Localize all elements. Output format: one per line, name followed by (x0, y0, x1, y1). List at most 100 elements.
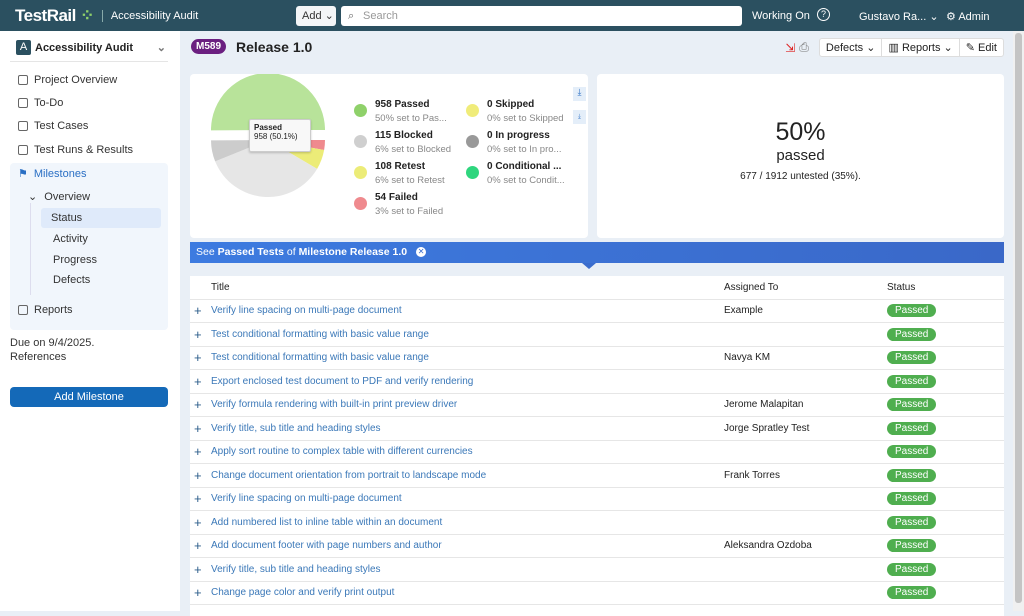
gear-icon: ⚙ (946, 11, 956, 23)
test-title-link[interactable]: Verify title, sub title and heading styl… (211, 563, 381, 575)
project-name[interactable]: Accessibility Audit (101, 9, 198, 22)
sidebar-item-project-overview[interactable]: Project Overview (18, 74, 117, 86)
expand-icon[interactable]: + (194, 303, 202, 319)
table-row[interactable]: + Verify title, sub title and heading sty… (190, 417, 1004, 441)
legend-item[interactable]: 0 Skipped 0% set to Skipped (466, 99, 564, 124)
table-row[interactable]: + Verify formula rendering with built-in … (190, 394, 1004, 417)
milestones-section (10, 163, 168, 330)
test-title-link[interactable]: Verify line spacing on multi-page docume… (211, 493, 402, 505)
expand-icon[interactable]: + (194, 561, 202, 577)
pie-slice-untested[interactable] (215, 140, 318, 197)
add-button[interactable]: Add ⌄ (296, 6, 336, 26)
legend-item[interactable]: 958 Passed 50% set to Pas... (354, 99, 447, 124)
assigned-to: Jorge Spratley Test (724, 422, 810, 434)
search-input[interactable]: ⌕ Search (341, 6, 742, 26)
expand-icon[interactable]: + (194, 373, 202, 389)
header-assigned[interactable]: Assigned To (724, 281, 779, 293)
testrail-logo[interactable]: TestRail ⁘ (15, 5, 94, 25)
sidebar-item-todo[interactable]: To-Do (18, 97, 63, 109)
legend-swatch (466, 104, 479, 117)
test-title-link[interactable]: Add document footer with page numbers an… (211, 540, 442, 552)
scrollbar[interactable] (1013, 31, 1024, 611)
table-row[interactable]: + Verify line spacing on multi-page docum… (190, 300, 1004, 323)
table-row[interactable]: + Apply sort routine to complex table wit… (190, 441, 1004, 464)
add-milestone-button[interactable]: Add Milestone (10, 387, 168, 407)
admin-link[interactable]: ⚙ Admin (946, 11, 990, 23)
test-title-link[interactable]: Add numbered list to inline table within… (211, 516, 443, 528)
legend-item[interactable]: 54 Failed 3% set to Failed (354, 192, 443, 217)
legend-sub: 0% set to Condit... (487, 175, 565, 186)
help-icon[interactable]: ? (817, 8, 830, 21)
list-icon (18, 121, 28, 131)
test-title-link[interactable]: Apply sort routine to complex table with… (211, 446, 473, 458)
top-bar: TestRail ⁘ Accessibility Audit Add ⌄ ⌕ Se… (0, 0, 1024, 31)
legend-item[interactable]: 0 In progress 0% set to In pro... (466, 130, 561, 155)
expand-icon[interactable]: + (194, 514, 202, 530)
table-row[interactable]: + Add numbered list to inline table withi… (190, 511, 1004, 535)
pie-slice-passed[interactable] (211, 74, 325, 131)
sidebar-item-defects[interactable]: Defects (53, 274, 91, 286)
status-badge: Passed (887, 374, 937, 388)
expand-icon[interactable]: + (194, 397, 202, 413)
legend-item[interactable]: 115 Blocked 6% set to Blocked (354, 130, 451, 155)
sidebar-item-activity[interactable]: Activity (53, 233, 88, 245)
close-filter-icon[interactable]: ✕ (416, 247, 427, 258)
expand-icon[interactable]: + (194, 326, 202, 342)
test-title-link[interactable]: Change page color and verify print outpu… (211, 587, 395, 599)
sidebar-item-test-runs[interactable]: Test Runs & Results (18, 144, 133, 156)
print-icon[interactable]: ⎙ (799, 40, 809, 54)
expand-icon[interactable]: + (194, 350, 202, 366)
expand-icon[interactable]: + (194, 420, 202, 436)
legend-item[interactable]: 0 Conditional ... 0% set to Condit... (466, 161, 565, 186)
legend-title: 0 Conditional ... (487, 161, 562, 172)
table-row[interactable]: + Verify title, sub title and heading sty… (190, 558, 1004, 582)
chevron-down-icon: ⌄ (324, 10, 334, 22)
defects-button[interactable]: Defects ⌄ (820, 39, 883, 56)
header-status[interactable]: Status (887, 281, 916, 293)
table-row[interactable]: + Change page color and verify print outp… (190, 582, 1004, 605)
table-row[interactable]: + Test conditional formatting with basic … (190, 347, 1004, 370)
edit-button[interactable]: ✎ Edit (965, 42, 997, 54)
test-title-link[interactable]: Verify title, sub title and heading styl… (211, 422, 381, 434)
sidebar-item-status[interactable]: Status (41, 208, 161, 228)
header-title[interactable]: Title (211, 281, 230, 293)
expand-icon[interactable]: + (194, 444, 202, 460)
export-icon[interactable]: ⇲ (785, 40, 796, 55)
table-row[interactable]: + Add document footer with page numbers a… (190, 535, 1004, 558)
legend-item[interactable]: 108 Retest 6% set to Retest (354, 161, 445, 186)
test-title-link[interactable]: Change document orientation from portrai… (211, 469, 487, 481)
references-label: References (10, 351, 67, 363)
test-title-link[interactable]: Verify line spacing on multi-page docume… (211, 305, 402, 317)
user-menu[interactable]: Gustavo Ra... ⌄ (859, 11, 939, 23)
test-title-link[interactable]: Export enclosed test document to PDF and… (211, 375, 474, 387)
pencil-icon: ✎ (965, 42, 975, 54)
test-title-link[interactable]: Verify formula rendering with built-in p… (211, 399, 458, 411)
project-selector[interactable]: A Accessibility Audit ⌄ (16, 40, 166, 55)
test-title-link[interactable]: Test conditional formatting with basic v… (211, 352, 429, 364)
sidebar-item-reports[interactable]: Reports (18, 304, 73, 316)
sidebar-item-milestones[interactable]: ⚑ Milestones (18, 167, 87, 181)
sidebar-item-test-cases[interactable]: Test Cases (18, 120, 88, 132)
test-title-link[interactable]: Test conditional formatting with basic v… (211, 328, 429, 340)
legend-swatch (354, 166, 367, 179)
table-row[interactable]: + Export enclosed test document to PDF an… (190, 370, 1004, 394)
clipboard-icon (18, 98, 28, 108)
download-image-icon[interactable]: ⤓ (573, 87, 586, 101)
sidebar-item-progress[interactable]: Progress (53, 254, 98, 266)
expand-icon[interactable]: + (194, 538, 202, 554)
download-csv-icon[interactable]: ⤓ (573, 110, 586, 124)
table-row[interactable]: + Test conditional formatting with basic … (190, 323, 1004, 347)
working-on-menu[interactable]: Working On (752, 10, 810, 22)
legend-title: 115 Blocked (375, 130, 433, 141)
sidebar-item-overview[interactable]: ⌄ Overview (28, 191, 91, 203)
expand-icon[interactable]: + (194, 585, 202, 601)
legend-sub: 50% set to Pas... (375, 113, 447, 124)
table-row[interactable]: + Verify line spacing on multi-page docum… (190, 488, 1004, 511)
scrollbar-thumb[interactable] (1015, 33, 1022, 603)
passed-label: passed (776, 147, 825, 164)
expand-icon[interactable]: + (194, 491, 202, 507)
table-row[interactable]: + Change document orientation from portra… (190, 464, 1004, 488)
expand-icon[interactable]: + (194, 467, 202, 483)
status-badge: Passed (887, 539, 937, 553)
reports-button[interactable]: ▥ Reports ⌄ (882, 39, 960, 56)
